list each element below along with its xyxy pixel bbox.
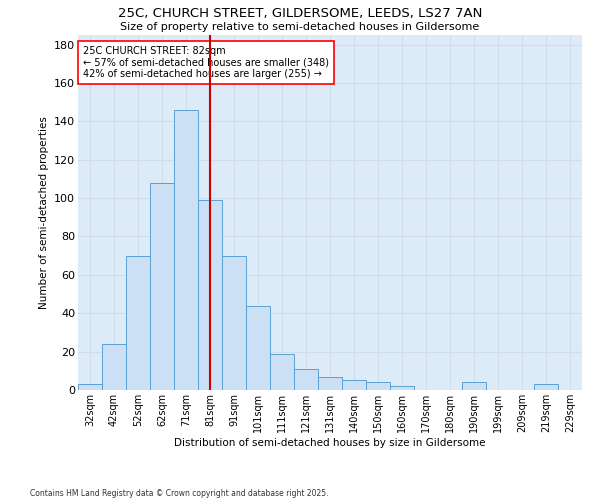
Bar <box>534 384 558 390</box>
Bar <box>318 376 342 390</box>
Bar <box>342 380 366 390</box>
Bar <box>198 200 222 390</box>
Bar <box>270 354 294 390</box>
Bar <box>222 256 246 390</box>
Bar <box>294 369 318 390</box>
Bar <box>366 382 390 390</box>
Bar <box>78 384 102 390</box>
X-axis label: Distribution of semi-detached houses by size in Gildersome: Distribution of semi-detached houses by … <box>174 438 486 448</box>
Bar <box>174 110 198 390</box>
Bar <box>126 256 150 390</box>
Bar <box>102 344 126 390</box>
Text: 25C, CHURCH STREET, GILDERSOME, LEEDS, LS27 7AN: 25C, CHURCH STREET, GILDERSOME, LEEDS, L… <box>118 8 482 20</box>
Bar <box>150 183 174 390</box>
Text: Contains HM Land Registry data © Crown copyright and database right 2025.: Contains HM Land Registry data © Crown c… <box>30 488 329 498</box>
Bar <box>390 386 414 390</box>
Bar <box>462 382 486 390</box>
Text: Size of property relative to semi-detached houses in Gildersome: Size of property relative to semi-detach… <box>121 22 479 32</box>
Y-axis label: Number of semi-detached properties: Number of semi-detached properties <box>38 116 49 309</box>
Bar <box>246 306 270 390</box>
Text: 25C CHURCH STREET: 82sqm
← 57% of semi-detached houses are smaller (348)
42% of : 25C CHURCH STREET: 82sqm ← 57% of semi-d… <box>83 46 329 79</box>
